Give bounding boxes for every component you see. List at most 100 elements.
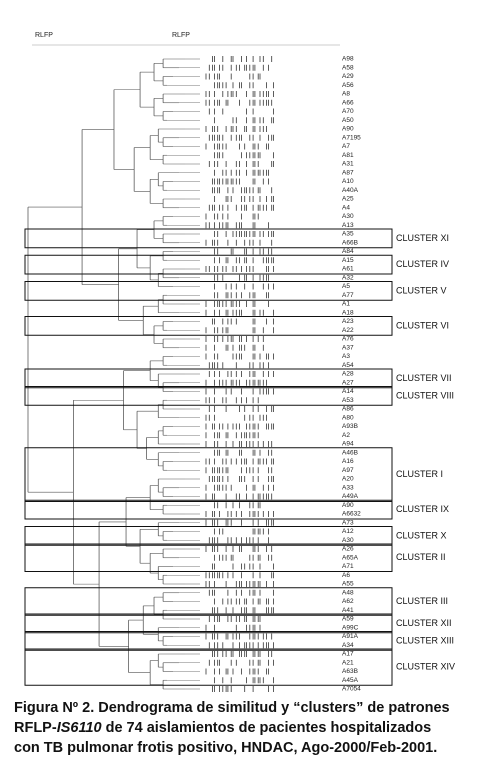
isolate-label: A1: [342, 301, 350, 308]
isolate-label: A5: [342, 283, 350, 290]
cluster-box: [24, 386, 393, 406]
isolate-label: A86: [342, 406, 354, 413]
isolate-label: A66: [342, 99, 354, 106]
isolate-label: A14: [342, 388, 354, 395]
isolate-label: A3: [342, 353, 350, 360]
isolate-label: A6: [342, 572, 350, 579]
isolate-label: A66B: [342, 239, 358, 246]
isolate-label: A99C: [342, 624, 359, 631]
isolate-label: A20: [342, 476, 354, 483]
isolate-label: A4: [342, 204, 350, 211]
isolate-label: A2: [342, 432, 350, 439]
isolate-label: A76: [342, 336, 354, 343]
cluster-box: [24, 254, 393, 275]
caption-line: con TB pulmonar frotis positivo, HNDAC, …: [14, 740, 437, 756]
isolate-label: A49A: [342, 493, 359, 500]
isolate-label: A35: [342, 231, 354, 238]
isolate-label: A65A: [342, 554, 359, 561]
cluster-box: [24, 447, 393, 502]
isolate-label: A23: [342, 318, 354, 325]
cluster-box: [24, 281, 393, 301]
isolate-label: A90: [342, 126, 354, 133]
isolate-label: A10: [342, 178, 354, 185]
isolate-label: A37: [342, 344, 354, 351]
isolate-label: A26: [342, 546, 354, 553]
isolate-label: A91A: [342, 633, 359, 640]
cluster-label: CLUSTER XIII: [396, 635, 454, 645]
isolate-label: A81: [342, 152, 354, 159]
caption-part: RFLP-: [14, 720, 57, 736]
isolate-label: A73: [342, 519, 354, 526]
cluster-box: [24, 526, 393, 546]
isolate-label: A28: [342, 371, 354, 378]
cluster-box: [24, 648, 393, 686]
caption-line: Figura Nº 2. Dendrograma de similitud y …: [14, 700, 450, 716]
cluster-label: CLUSTER VIII: [396, 390, 454, 400]
isolate-label: A40A: [342, 187, 359, 194]
isolate-label: A61: [342, 266, 354, 273]
cluster-box: [24, 587, 393, 616]
isolate-label: A53: [342, 397, 354, 404]
isolate-label: A7195: [342, 134, 361, 141]
isolate-label: A63B: [342, 668, 358, 675]
isolate-label: A59: [342, 616, 354, 623]
cluster-label: CLUSTER XII: [396, 618, 452, 628]
isolate-label: A34: [342, 642, 354, 649]
isolate-label: A8: [342, 91, 350, 98]
isolate-label: A45A: [342, 677, 359, 684]
cluster-label: CLUSTER II: [396, 552, 446, 562]
cluster-box: [24, 228, 393, 249]
caption-part: de 74 aislamientos de pacientes hospital…: [102, 720, 432, 736]
cluster-label: CLUSTER IV: [396, 259, 449, 269]
isolate-label: A87: [342, 169, 354, 176]
cluster-label: CLUSTER XIV: [396, 662, 455, 672]
isolate-label: A55: [342, 581, 354, 588]
cluster-box: [24, 613, 393, 634]
cluster-box: [24, 631, 393, 651]
cluster-box: [24, 499, 393, 520]
cluster-label: CLUSTER V: [396, 285, 447, 295]
isolate-label: A71: [342, 563, 354, 570]
isolate-label: A90: [342, 502, 354, 509]
isolate-label: A94: [342, 441, 354, 448]
caption-line: RFLP-IS6110 de 74 aislamientos de pacien…: [14, 720, 431, 736]
isolate-label: A12: [342, 528, 354, 535]
isolate-label: A32: [342, 274, 354, 281]
isolate-label: A25: [342, 196, 354, 203]
isolate-label: A15: [342, 257, 354, 264]
isolate-label: A30: [342, 537, 354, 544]
cluster-label: CLUSTER IX: [396, 504, 449, 514]
isolate-label: A93B: [342, 423, 358, 430]
cluster-label: CLUSTER III: [396, 596, 448, 606]
isolate-label: A98: [342, 56, 354, 63]
cluster-label: CLUSTER XI: [396, 233, 449, 243]
isolate-label: A50: [342, 117, 354, 124]
isolate-label: A7054: [342, 686, 361, 693]
isolate-label: A6632: [342, 511, 361, 518]
isolate-label: A33: [342, 484, 354, 491]
isolate-label: A56: [342, 82, 354, 89]
isolate-label: A30: [342, 213, 354, 220]
isolate-label: A80: [342, 414, 354, 421]
header-label: RLFP: [35, 32, 53, 39]
cluster-label: CLUSTER I: [396, 469, 443, 479]
isolate-label: A58: [342, 64, 354, 71]
isolate-label: A54: [342, 362, 354, 369]
cluster-box: [24, 543, 393, 572]
isolate-label: A29: [342, 73, 354, 80]
isolate-label: A77: [342, 292, 354, 299]
isolate-label: A70: [342, 108, 354, 115]
header-label: RLFP: [172, 32, 190, 39]
isolate-label: A48: [342, 589, 354, 596]
isolate-label: A22: [342, 327, 354, 334]
cluster-label: CLUSTER VII: [396, 373, 452, 383]
isolate-label: A62: [342, 598, 354, 605]
isolate-label: A16: [342, 458, 354, 465]
cluster-label: CLUSTER X: [396, 530, 447, 540]
caption-part: IS6110: [57, 720, 102, 736]
isolate-label: A18: [342, 309, 354, 316]
cluster-box: [24, 368, 393, 389]
isolate-label: A17: [342, 651, 354, 658]
isolate-label: A97: [342, 467, 354, 474]
